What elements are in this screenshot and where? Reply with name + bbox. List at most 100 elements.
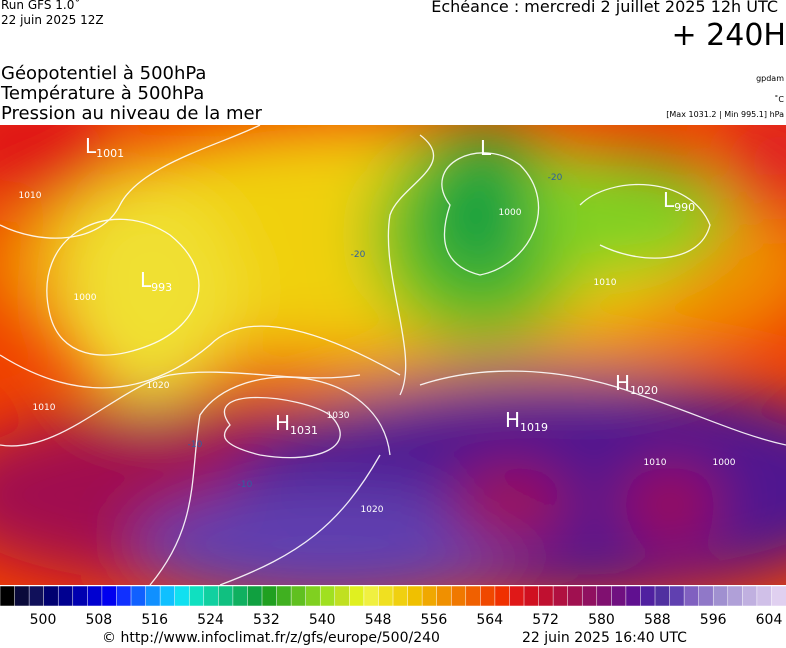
colorbar-swatch [334,586,351,607]
colorbar-swatch [712,586,729,607]
colorbar-swatch [436,586,452,607]
colorbar-swatch [523,586,540,607]
colorbar-swatch [203,586,220,607]
colorbar-swatch [363,586,380,607]
colorbar-swatch [756,586,773,607]
center-value: 990 [674,201,695,214]
colorbar-swatch [552,586,569,607]
center-value: 1019 [520,421,548,434]
colorbar-swatch [276,586,292,607]
source-url: © http://www.infoclimat.fr/z/gfs/europe/… [102,630,440,646]
colorbar-swatch [14,586,30,607]
isobar-label: 1000 [74,293,97,303]
unit: ˚C [774,95,784,104]
pressure-center: H1019 [505,408,548,434]
pressure-range: [Max 1031.2 | Min 995.1] hPa [666,110,784,119]
center-letter: H [615,371,630,395]
center-letter: H [275,411,290,435]
colorbar-tick-label: 508 [85,612,112,628]
isobar-label: 1000 [499,208,522,218]
colorbar-swatch [87,586,103,607]
pressure-center: L1001 [85,134,124,160]
colorbar-swatch [188,586,205,607]
colorbar-swatch [261,586,278,607]
isobar-label: 1030 [327,411,350,421]
run: Run GFS 1.0˚ [1,0,81,12]
colorbar-swatch [392,586,409,607]
unit: gpdam [756,74,784,83]
colorbar-tick-label: 548 [365,612,392,628]
isobar-label: 1020 [147,381,170,391]
colorbar-swatch [159,586,176,607]
center-value: 1001 [96,147,124,160]
colorbar-swatch [72,586,89,607]
colorbar-swatch [0,586,16,607]
colorbar-swatch [319,586,336,607]
colorbar-tick-label: 556 [421,612,448,628]
colorbar-swatch [450,586,467,607]
pressure-center: L [480,136,492,160]
echeance: Echéance : mercredi 2 juillet 2025 12h U… [431,0,778,16]
pressure-center: H1031 [275,411,318,437]
isobar-label: 1010 [644,458,667,468]
colorbar-swatch [596,586,613,607]
colorbar-tick-label: 564 [476,612,503,628]
colorbar-tick-label: 500 [30,612,57,628]
colorbar-swatch [378,586,394,607]
temperature-label: -20 [548,173,563,183]
colorbar-swatch [625,586,642,607]
center-letter: L [663,188,675,212]
field: Température à 500hPa [1,83,205,104]
colorbar-tick-label: 604 [756,612,783,628]
field: Géopotentiel à 500hPa [1,63,207,84]
center-letter: H [505,408,520,432]
field: Pression au niveau de la mer [1,103,262,124]
colorbar-swatch [567,586,583,607]
colorbar: 500 508 516 524 532 540 548 556 564 572 580 588 596 6… [0,586,786,628]
temperature-label: -20 [351,250,366,260]
generated: 22 juin 2025 16:40 UTC [522,630,687,646]
colorbar-tick-label: 532 [253,612,280,628]
colorbar-swatch [742,586,758,607]
run-date: 22 juin 2025 12Z [1,13,104,27]
colorbar-tick-label: 516 [141,612,168,628]
colorbar-swatch [130,586,147,607]
colorbar-swatch [581,586,598,607]
colorbar-swatch [305,586,321,607]
colorbar-tick-label: 580 [588,612,615,628]
colorbar-swatch [290,586,307,607]
colorbar-swatch [611,586,627,607]
colorbar-swatch [145,586,161,607]
colorbar-swatch [465,586,482,607]
colorbar-swatch [538,586,554,607]
colorbar-swatch [509,586,525,607]
center-value: 1020 [630,384,658,397]
center-letter: L [140,268,152,292]
colorbar-swatch [218,586,234,607]
colorbar-swatch [101,586,118,607]
colorbar-swatch [480,586,496,607]
temperature-label: -10 [238,480,253,490]
center-value: 993 [151,281,172,294]
colorbar-swatch [640,586,656,607]
colorbar-swatch [43,586,59,607]
isobar-label: 1010 [594,278,617,288]
colorbar-swatch [349,586,365,607]
colorbar-swatch [727,586,744,607]
isobar-label: 1010 [33,403,56,413]
pressure-center: L993 [140,268,172,294]
isobar-label: 1020 [361,505,384,515]
colorbar-swatch [771,586,786,607]
colorbar-swatch [654,586,671,607]
colorbar-swatch [494,586,511,607]
colorbar-tick-label: 596 [700,612,727,628]
colorbar-swatch [421,586,438,607]
isobar-label: 1010 [19,191,42,201]
pressure-center: H1020 [615,371,658,397]
colorbar-swatch [174,586,190,607]
colorbar-swatch [28,586,45,607]
center-letter: L [480,136,492,160]
colorbar-tick-label: 524 [197,612,224,628]
